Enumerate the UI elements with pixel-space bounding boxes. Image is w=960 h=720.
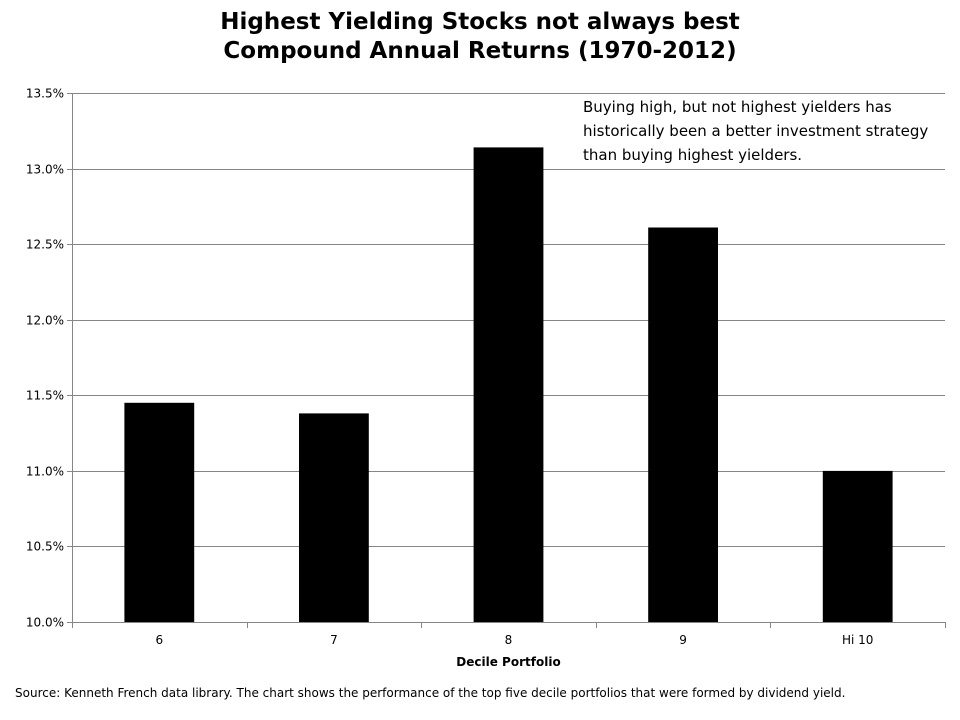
chart-annotation: Buying high, but not highest yielders ha… — [583, 98, 929, 164]
x-tick-label: 7 — [330, 633, 338, 647]
source-note: Source: Kenneth French data library. The… — [15, 686, 846, 700]
x-tick-labels: 6 7 8 9 Hi 10 — [155, 633, 873, 647]
x-tick-label: Hi 10 — [842, 633, 873, 647]
y-tick-label: 10.0% — [26, 616, 64, 630]
y-tick-label: 11.0% — [26, 465, 64, 479]
y-tick-label: 12.5% — [26, 238, 64, 252]
axes — [67, 93, 946, 628]
y-tick-label: 11.5% — [26, 389, 64, 403]
x-axis-title: Decile Portfolio — [456, 655, 560, 669]
chart-title: Highest Yielding Stocks not always best … — [0, 8, 960, 66]
x-tick-label: 9 — [679, 633, 687, 647]
y-tick-label: 12.0% — [26, 314, 64, 328]
bar-8 — [473, 147, 544, 622]
y-tick-label: 13.5% — [26, 87, 64, 101]
bar-hi-10 — [822, 470, 893, 622]
chart-title-line-1: Highest Yielding Stocks not always best — [220, 9, 740, 35]
bar-9 — [648, 227, 718, 622]
x-tick-label: 6 — [155, 633, 163, 647]
y-tick-labels: 10.0% 10.5% 11.0% 11.5% 12.0% 12.5% 13.0% 13.5% — [26, 87, 64, 630]
y-tick-label: 13.0% — [26, 163, 64, 177]
bars — [124, 147, 893, 622]
x-tick-label: 8 — [505, 633, 513, 647]
y-tick-label: 10.5% — [26, 540, 64, 554]
bar-7 — [299, 413, 369, 622]
bar-6 — [124, 402, 195, 622]
chart-title-line-2: Compound Annual Returns (1970-2012) — [223, 38, 737, 64]
